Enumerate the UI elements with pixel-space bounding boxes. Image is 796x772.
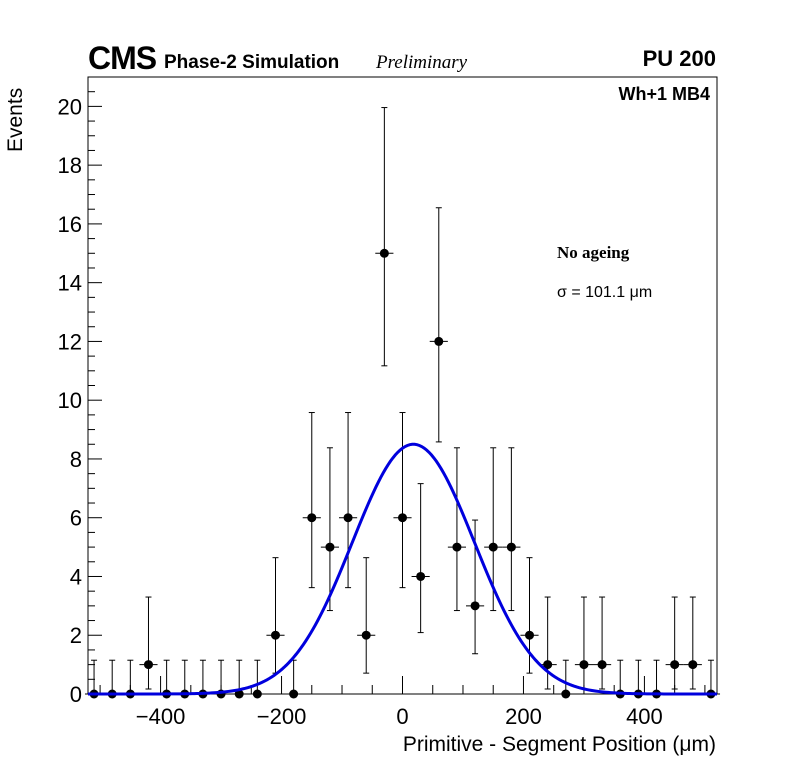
data-point — [593, 596, 612, 690]
data-point — [574, 596, 594, 690]
y-axis: 0 2 4 6 8 10 12 14 16 18 20 — [58, 76, 102, 707]
data-point — [429, 207, 448, 443]
data-marker — [343, 513, 353, 523]
y-tick-label: 8 — [70, 447, 82, 472]
y-tick-label: 12 — [58, 329, 82, 354]
x-tick-label: −200 — [257, 704, 307, 729]
y-tick-label: 14 — [58, 271, 82, 296]
chamber-label: Wh+1 MB4 — [618, 84, 710, 104]
data-series — [84, 107, 721, 699]
data-marker — [307, 513, 317, 523]
data-marker — [488, 542, 498, 552]
pileup-label: PU 200 — [642, 46, 716, 71]
data-point — [683, 596, 702, 690]
data-point — [230, 659, 249, 699]
data-point — [411, 483, 430, 634]
condition-label: No ageing — [557, 243, 630, 262]
plot-frame — [87, 76, 718, 695]
data-point — [520, 557, 539, 674]
data-point — [302, 412, 321, 589]
data-point — [338, 412, 358, 589]
data-marker — [143, 660, 153, 670]
x-axis: −400 −200 0 200 400 — [99, 676, 706, 729]
status-label: Preliminary — [376, 52, 468, 73]
data-marker — [379, 248, 389, 258]
gaussian-fit-curve — [88, 442, 717, 696]
x-tick-label: 0 — [396, 704, 408, 729]
data-marker — [543, 660, 553, 670]
data-point — [266, 557, 285, 674]
x-tick-label: 200 — [505, 704, 542, 729]
data-marker — [270, 630, 280, 640]
y-tick-label: 10 — [58, 388, 82, 413]
data-marker — [398, 513, 407, 523]
y-axis-title: Events — [4, 87, 27, 152]
experiment-label: CMS — [88, 40, 157, 76]
data-marker — [470, 601, 480, 611]
data-marker — [597, 660, 607, 670]
data-point — [665, 596, 684, 690]
data-marker — [252, 689, 262, 699]
data-marker — [525, 630, 535, 640]
data-point — [556, 659, 575, 699]
data-point — [248, 659, 267, 699]
data-marker — [289, 689, 299, 699]
x-axis-title: Primitive - Segment Position (μm) — [402, 733, 716, 756]
x-tick-label: −400 — [136, 704, 186, 729]
data-marker — [361, 630, 371, 640]
y-tick-label: 4 — [70, 564, 82, 589]
data-marker — [325, 542, 335, 552]
data-marker — [670, 660, 680, 670]
data-point — [502, 447, 521, 612]
y-tick-label: 20 — [58, 94, 82, 119]
data-point — [375, 107, 394, 367]
data-point — [484, 447, 503, 612]
y-tick-label: 16 — [58, 212, 82, 237]
y-tick-label: 0 — [70, 682, 82, 707]
y-tick-label: 18 — [58, 153, 82, 178]
data-marker — [416, 571, 426, 581]
data-marker — [452, 542, 462, 552]
data-point — [139, 596, 158, 690]
x-tick-label: 400 — [626, 704, 663, 729]
data-marker — [561, 689, 571, 699]
data-marker — [506, 542, 516, 552]
data-point — [447, 447, 467, 612]
data-marker — [434, 336, 444, 346]
data-point — [357, 557, 376, 674]
data-point — [393, 412, 412, 589]
data-marker — [234, 689, 244, 699]
data-point — [320, 447, 339, 612]
y-tick-label: 6 — [70, 506, 82, 531]
data-marker — [579, 660, 589, 670]
subtitle-label: Phase-2 Simulation — [164, 52, 340, 73]
fit-sigma-label: σ = 101.1 μm — [557, 284, 653, 301]
data-marker — [688, 660, 698, 670]
y-tick-label: 2 — [70, 623, 82, 648]
data-point — [538, 596, 557, 690]
